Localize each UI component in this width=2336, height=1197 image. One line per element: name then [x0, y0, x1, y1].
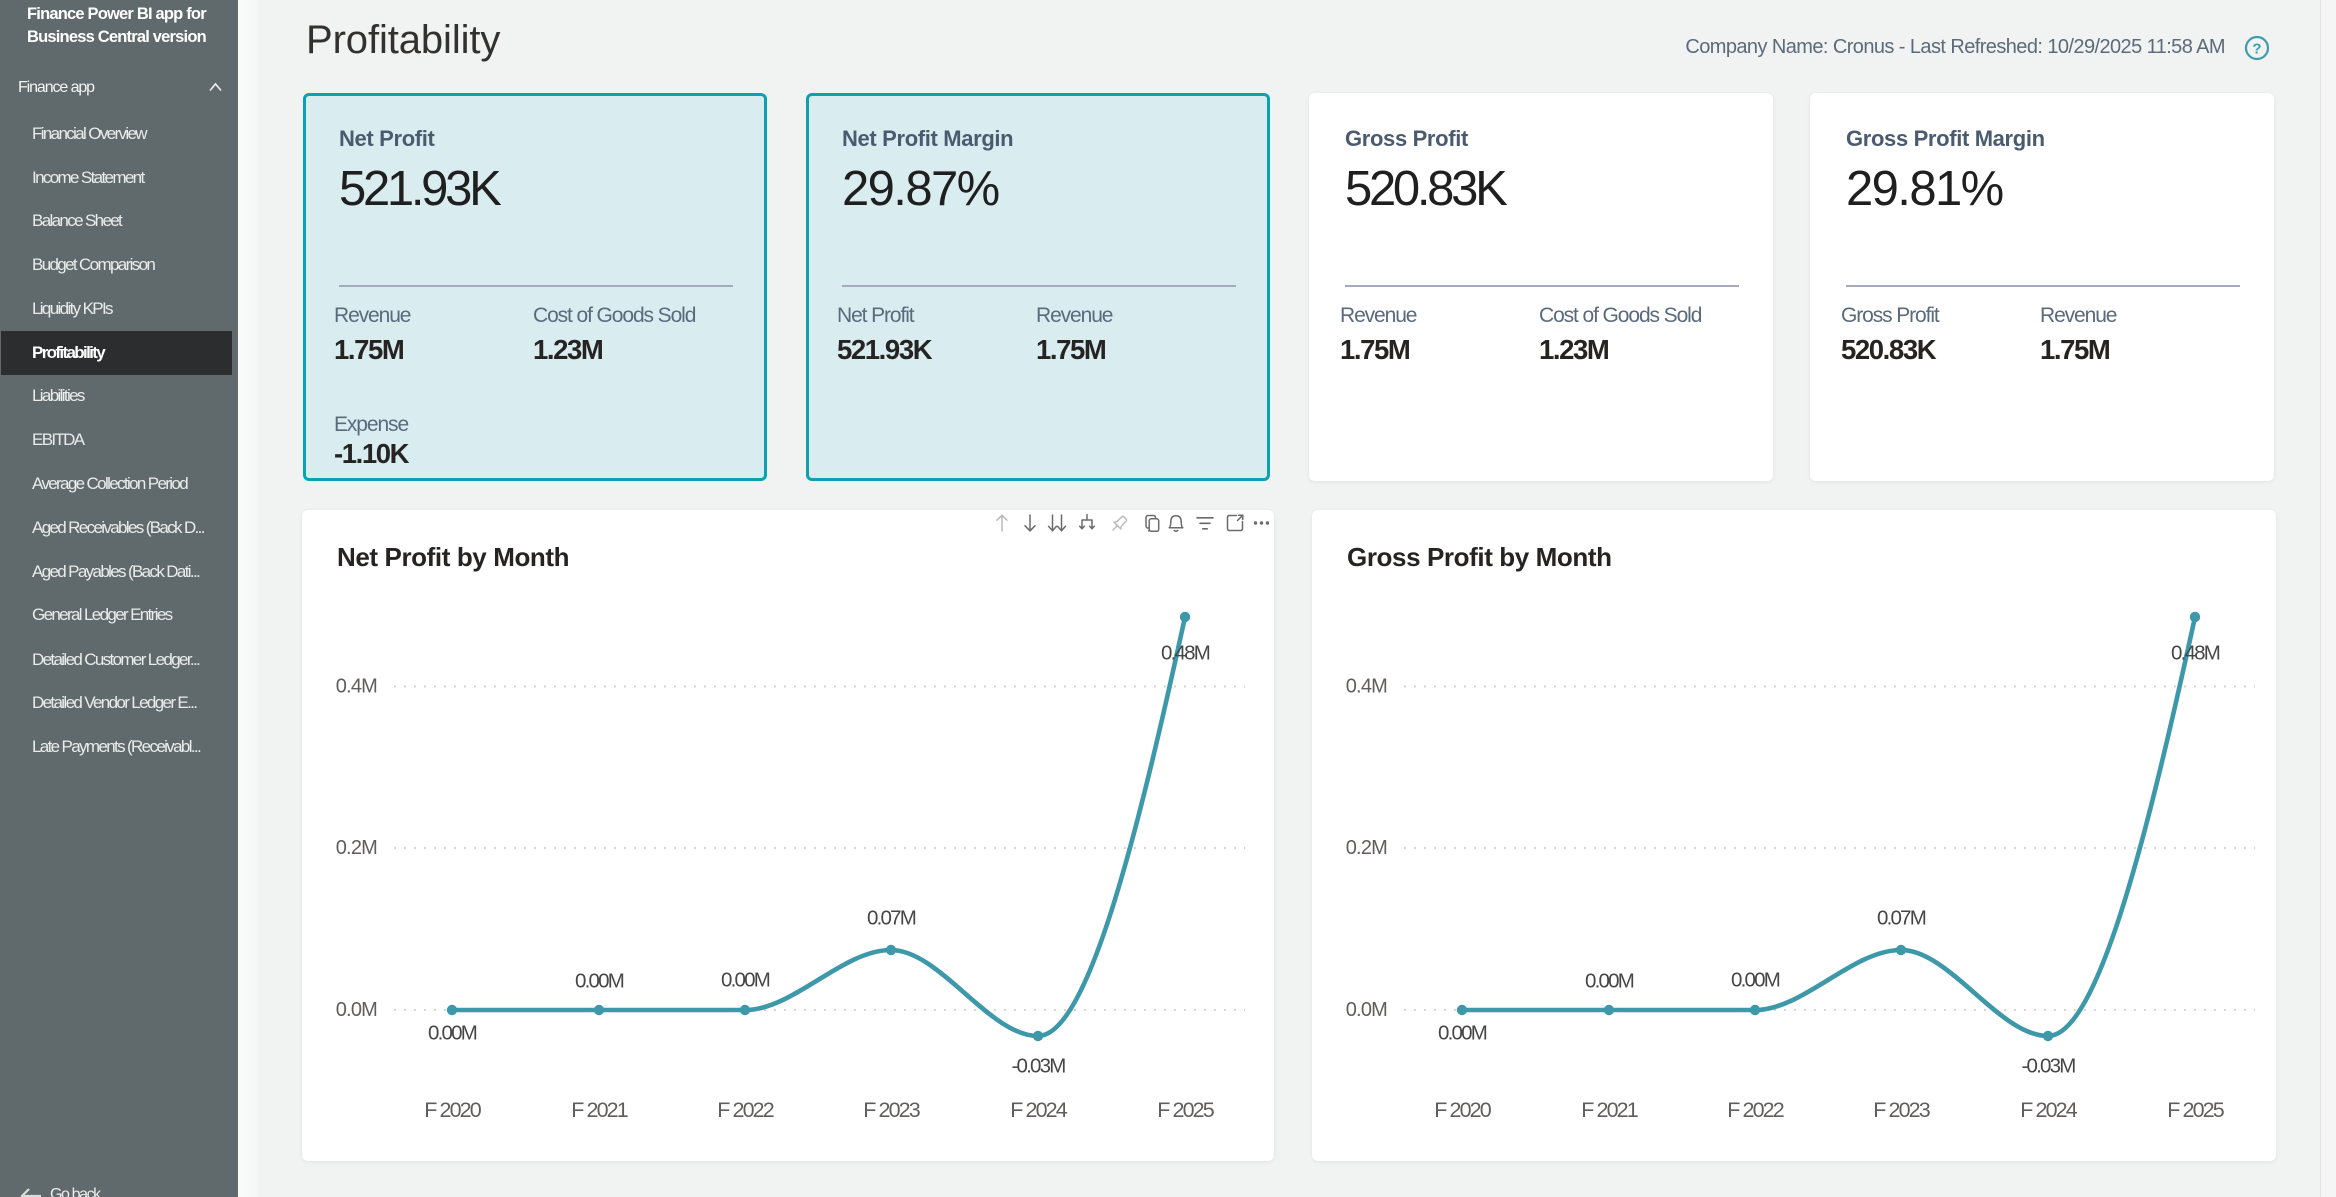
- svg-text:0.2M: 0.2M: [1346, 837, 1387, 859]
- svg-text:0.07M: 0.07M: [1877, 907, 1926, 930]
- svg-text:0.00M: 0.00M: [1585, 970, 1634, 993]
- svg-text:0.4M: 0.4M: [336, 676, 377, 698]
- svg-text:F 2024: F 2024: [1010, 1098, 1067, 1122]
- svg-text:0.00M: 0.00M: [428, 1022, 477, 1045]
- svg-text:?: ?: [2252, 41, 2261, 58]
- svg-text:F 2021: F 2021: [571, 1098, 627, 1122]
- svg-text:0.2M: 0.2M: [336, 837, 377, 859]
- svg-text:0.07M: 0.07M: [867, 907, 916, 930]
- svg-text:0.00M: 0.00M: [721, 969, 770, 992]
- svg-text:F 2023: F 2023: [1873, 1098, 1930, 1122]
- svg-text:F 2022: F 2022: [717, 1098, 773, 1122]
- svg-text:Net Profit by Month: Net Profit by Month: [337, 542, 569, 572]
- svg-text:0.4M: 0.4M: [1346, 676, 1387, 698]
- svg-text:Gross Profit by Month: Gross Profit by Month: [1347, 542, 1612, 572]
- svg-text:F 2020: F 2020: [424, 1098, 481, 1122]
- svg-text:F 2021: F 2021: [1581, 1098, 1637, 1122]
- svg-text:0.0M: 0.0M: [1346, 999, 1387, 1021]
- svg-text:-0.03M: -0.03M: [2021, 1055, 2075, 1078]
- svg-text:F 2025: F 2025: [1157, 1098, 1214, 1122]
- svg-text:0.00M: 0.00M: [1731, 969, 1780, 992]
- svg-text:-0.03M: -0.03M: [1011, 1055, 1065, 1078]
- svg-text:0.48M: 0.48M: [1161, 642, 1210, 665]
- svg-text:F 2022: F 2022: [1727, 1098, 1783, 1122]
- svg-text:0.0M: 0.0M: [336, 999, 377, 1021]
- svg-text:F 2020: F 2020: [1434, 1098, 1491, 1122]
- svg-text:F 2024: F 2024: [2020, 1098, 2077, 1122]
- svg-text:0.00M: 0.00M: [1438, 1022, 1487, 1045]
- svg-text:0.48M: 0.48M: [2171, 642, 2220, 665]
- svg-text:0.00M: 0.00M: [575, 970, 624, 993]
- svg-text:F 2023: F 2023: [863, 1098, 920, 1122]
- svg-text:F 2025: F 2025: [2167, 1098, 2224, 1122]
